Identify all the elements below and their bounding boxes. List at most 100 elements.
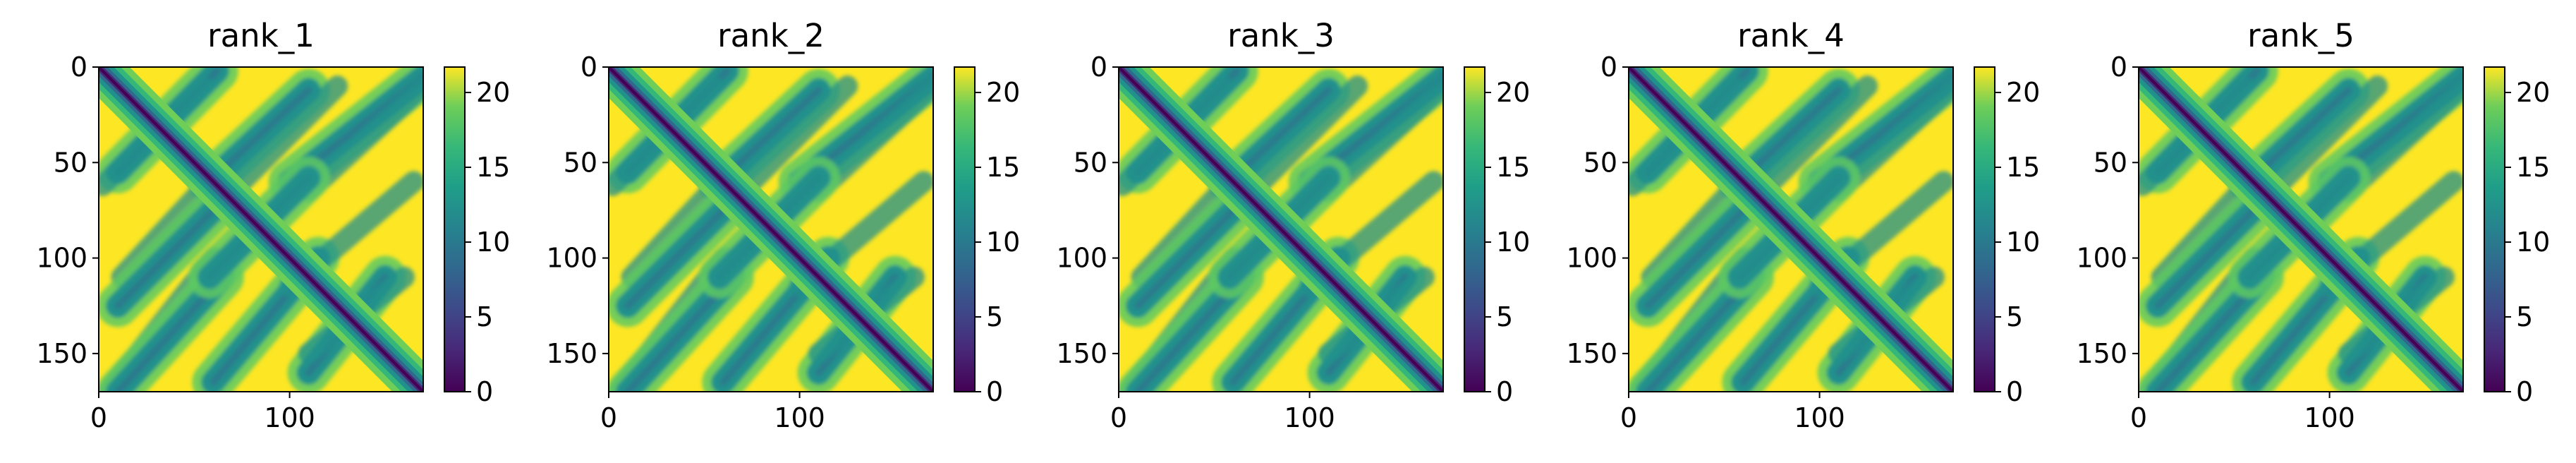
diagonal-band: [1629, 67, 1953, 392]
colorbar-gradient: [1464, 66, 1486, 392]
y-tick-label: 50: [1074, 147, 1107, 178]
x-tick-label: 100: [1284, 402, 1335, 433]
plot-frame: [1118, 66, 1444, 392]
x-tick-label: 0: [1110, 402, 1127, 433]
colorbar-tick-label: 0: [1496, 376, 1513, 407]
panel-title: rank_3: [1227, 17, 1335, 54]
colorbar-tick-label: 5: [476, 301, 493, 332]
y-tick-label: 0: [1600, 52, 1617, 83]
colorbar-tick-label: 20: [2006, 77, 2040, 108]
colorbar-tick-label: 0: [2006, 376, 2023, 407]
colorbar-gradient: [444, 66, 466, 392]
plot-frame: [2138, 66, 2464, 392]
y-tick-label: 150: [36, 338, 87, 369]
heatmap-panel-2: rank_2 0 50 100 150 0 100 0 5 10 15 20: [546, 17, 1020, 433]
heatmap-image: [1629, 67, 1953, 392]
colorbar: 0 5 10 15 20: [1464, 66, 1530, 407]
colorbar-tick-label: 0: [986, 376, 1003, 407]
colorbar-tick-label: 0: [476, 376, 493, 407]
colorbar-tick-label: 15: [986, 152, 1020, 183]
colorbar-tick-label: 10: [1496, 227, 1530, 258]
y-tick-label: 50: [54, 147, 87, 178]
colorbar-gradient: [2484, 66, 2505, 392]
contact-band-mirror: [1761, 76, 1878, 193]
heatmap-panel-4: rank_4 0 50 100 150 0 100 0 5 10 15 20: [1566, 17, 2040, 433]
diagonal-band: [609, 67, 933, 392]
colorbar-tick-label: 15: [476, 152, 510, 183]
y-tick-label: 50: [564, 147, 597, 178]
y-tick-label: 150: [2076, 338, 2127, 369]
x-tick-label: 0: [600, 402, 617, 433]
x-tick-label: 0: [90, 402, 107, 433]
colorbar-tick-label: 10: [986, 227, 1020, 258]
diagonal-band: [1119, 67, 1443, 392]
x-tick-label: 100: [2304, 402, 2355, 433]
diagonal-band: [99, 67, 423, 392]
y-tick-label: 100: [36, 243, 87, 274]
colorbar-tick-label: 20: [2516, 77, 2550, 108]
contact-band-mirror: [741, 76, 858, 193]
x-tick-label: 0: [1620, 402, 1637, 433]
colorbar-tick-label: 5: [2516, 301, 2533, 332]
contact-band-core: [1134, 206, 1237, 310]
x-tick-label: 100: [264, 402, 315, 433]
x-tick-label: 100: [774, 402, 825, 433]
diagonal-layer: [1119, 67, 1443, 392]
colorbar-tick-label: 20: [1496, 77, 1530, 108]
contact-band-mirror: [231, 76, 348, 193]
colorbar-tick-label: 5: [2006, 301, 2023, 332]
colorbar: 0 5 10 15 20: [2484, 66, 2550, 407]
heatmap-panel-3: rank_3 0 50 100 150 0 100 0 5 10 15 20: [1056, 17, 1530, 433]
colorbar-tick-label: 5: [986, 301, 1003, 332]
panel-title: rank_1: [207, 17, 315, 54]
heatmap-image: [2139, 67, 2463, 392]
y-tick-label: 150: [1056, 338, 1107, 369]
contact-band-core: [114, 206, 217, 310]
plot-frame: [98, 66, 424, 392]
panel-title: rank_5: [2247, 17, 2355, 54]
colorbar-tick-label: 10: [2516, 227, 2550, 258]
diagonal-layer: [1629, 67, 1953, 392]
colorbar: 0 5 10 15 20: [1974, 66, 2040, 407]
diagonal-band: [2139, 67, 2463, 392]
x-tick-label: 0: [2130, 402, 2147, 433]
colorbar-tick-label: 5: [1496, 301, 1513, 332]
y-tick-label: 100: [1566, 243, 1617, 274]
colorbar-tick-label: 10: [2006, 227, 2040, 258]
y-tick-label: 0: [1090, 52, 1107, 83]
y-tick-label: 100: [546, 243, 597, 274]
y-tick-label: 0: [71, 52, 87, 83]
contact-band-mirror: [1251, 76, 1368, 193]
colorbar-tick-label: 15: [2006, 152, 2040, 183]
contact-band-core: [1644, 206, 1747, 310]
heatmap-image: [1119, 67, 1443, 392]
x-tick-label: 100: [1794, 402, 1845, 433]
colorbar-gradient: [954, 66, 976, 392]
heatmap-image: [99, 67, 423, 392]
y-tick-label: 100: [1056, 243, 1107, 274]
colorbar: 0 5 10 15 20: [444, 66, 510, 407]
heatmap-panel-1: rank_1 0 50 100 150 0 100 0 5 10 15 20: [36, 17, 510, 433]
heatmap-panel-5: rank_5 0 50 100 150 0 100 0 5 10 15 20: [2076, 17, 2550, 433]
panel-title: rank_2: [717, 17, 825, 54]
y-tick-label: 50: [1584, 147, 1617, 178]
colorbar-tick-label: 15: [1496, 152, 1530, 183]
plot-frame: [1628, 66, 1954, 392]
contact-band-core: [624, 206, 727, 310]
y-tick-label: 150: [546, 338, 597, 369]
colorbar-tick-label: 10: [476, 227, 510, 258]
diagonal-layer: [99, 67, 423, 392]
plot-frame: [608, 66, 934, 392]
y-tick-label: 150: [1566, 338, 1617, 369]
colorbar-tick-label: 20: [986, 77, 1020, 108]
colorbar-tick-label: 0: [2516, 376, 2533, 407]
y-tick-label: 0: [2110, 52, 2127, 83]
colorbar-tick-label: 20: [476, 77, 510, 108]
colorbar-tick-label: 15: [2516, 152, 2550, 183]
colorbar-gradient: [1974, 66, 1995, 392]
contact-band-mirror: [2271, 76, 2388, 193]
diagonal-layer: [2139, 67, 2463, 392]
colorbar: 0 5 10 15 20: [954, 66, 1020, 407]
contact-band-core: [2154, 206, 2257, 310]
